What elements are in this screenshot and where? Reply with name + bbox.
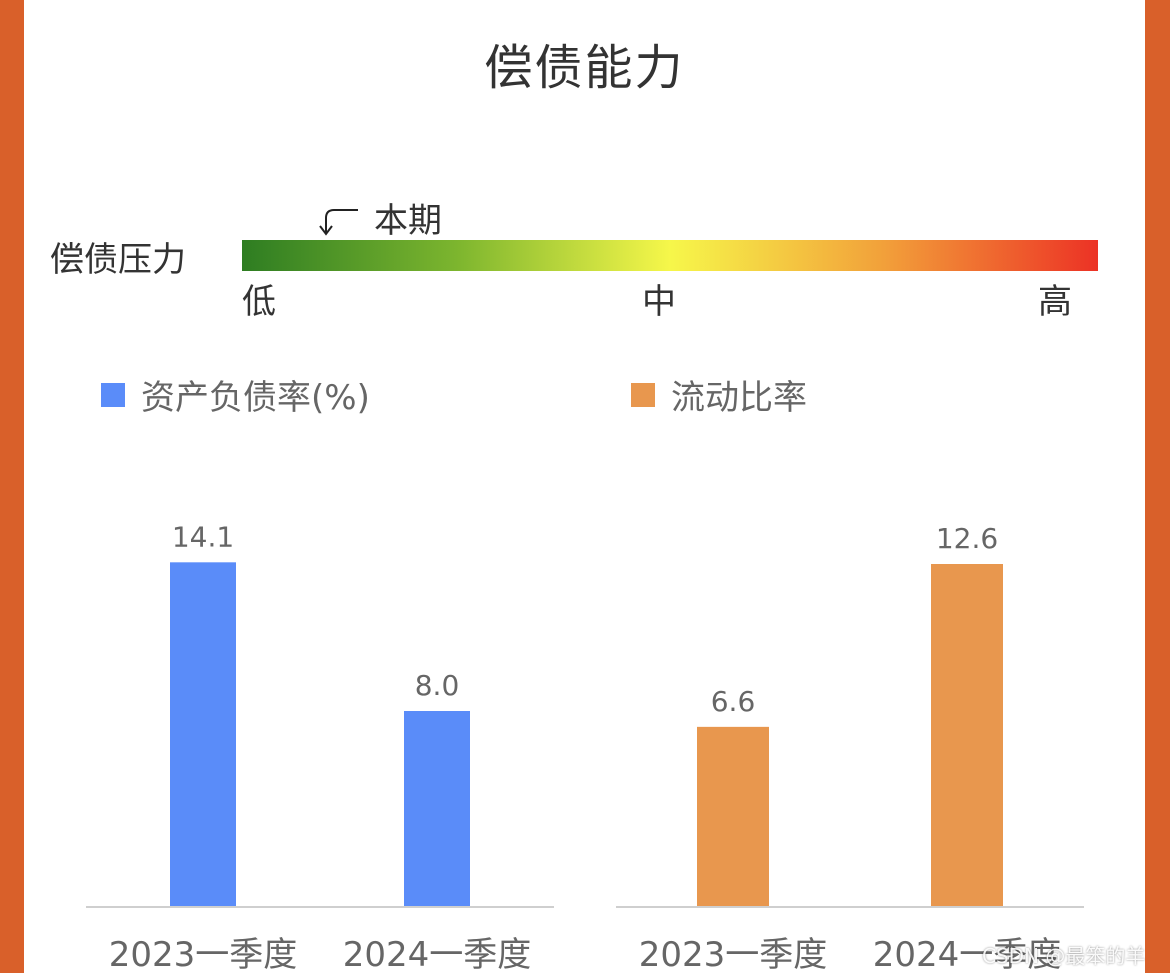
data-label: 6.6 xyxy=(711,685,756,718)
current-period-marker: 本期 xyxy=(316,200,442,241)
data-label: 8.0 xyxy=(415,669,460,702)
pressure-gradient-bar xyxy=(242,240,1098,271)
legend-swatch xyxy=(631,382,655,407)
bar xyxy=(931,564,1003,906)
legend-label: 流动比率 xyxy=(671,378,807,418)
marker-label: 本期 xyxy=(374,200,442,241)
legend-current-ratio: 流动比率 xyxy=(631,370,807,419)
bar xyxy=(404,711,470,906)
category-label: 2024一季度 xyxy=(343,935,532,973)
bar xyxy=(697,726,769,906)
gauge-low-label: 低 xyxy=(242,282,276,322)
watermark: CSDN @最笨的羊羊 xyxy=(982,944,1145,968)
arrow-down-icon xyxy=(319,209,358,236)
category-label: 2024一季度 xyxy=(873,935,1062,973)
legend-debt-ratio: 资产负债率(%) xyxy=(101,370,370,419)
gauge-high-label: 高 xyxy=(1038,282,1072,322)
legend-swatch xyxy=(101,382,125,407)
pressure-label: 偿债压力 xyxy=(50,240,186,280)
legend-label: 资产负债率(%) xyxy=(141,378,370,418)
category-label: 2023一季度 xyxy=(109,935,298,973)
data-label: 12.6 xyxy=(936,522,998,555)
bar-charts: 14.1 2023一季度 8.0 2024一季度 6.6 2023一季度 12.6 2024一… xyxy=(86,520,1084,973)
gauge-mid-label: 中 xyxy=(642,282,676,322)
category-label: 2023一季度 xyxy=(639,935,828,973)
data-label: 14.1 xyxy=(172,520,234,553)
page-title: 偿债能力 xyxy=(484,40,685,96)
bar xyxy=(170,562,236,906)
solvency-panel: 偿债能力 偿债压力 本期 低 中 高 资产负债率(%) 流动比率 14.1 202… xyxy=(24,0,1145,973)
